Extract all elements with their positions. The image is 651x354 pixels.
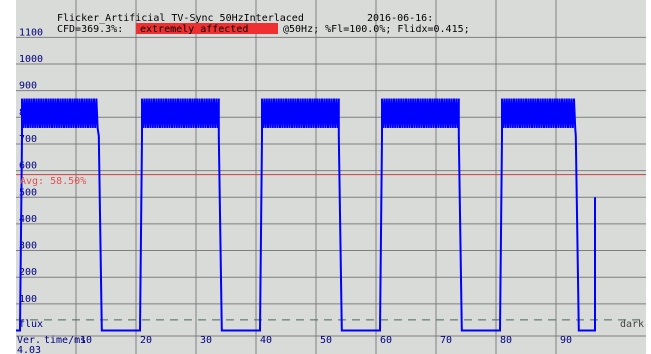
y-tick-label: 1000 <box>19 54 43 65</box>
y-tick-label: 1100 <box>19 27 43 38</box>
x-tick-label: 50 <box>320 335 332 346</box>
cfd-value: CFD=369.3%: <box>57 24 123 35</box>
flicker-signal-line <box>16 98 596 332</box>
x-tick-label: 20 <box>140 335 152 346</box>
x-tick-label: 90 <box>560 335 572 346</box>
plot-background <box>16 0 646 354</box>
flux-label: flux <box>19 319 43 330</box>
x-tick-label: 30 <box>200 335 212 346</box>
y-tick-label: 900 <box>19 81 37 92</box>
x-tick-label: 10 <box>80 335 92 346</box>
chart-date: 2016-06-16: <box>367 13 433 24</box>
version-label: Ver. <box>17 335 41 346</box>
severity-label: extremely affected <box>140 24 248 35</box>
severity-badge <box>136 23 278 34</box>
y-tick-label: 100 <box>19 294 37 305</box>
y-tick-label: 500 <box>19 187 37 198</box>
x-tick-label: 40 <box>260 335 272 346</box>
average-label: Avg: 58.50% <box>20 176 86 187</box>
y-tick-label: 700 <box>19 134 37 145</box>
x-axis-label: time/ms <box>44 335 86 346</box>
x-tick-label: 80 <box>500 335 512 346</box>
y-tick-label: 400 <box>19 214 37 225</box>
chart-title: Flicker_Artificial_TV-Sync_50HzInterlace… <box>57 13 304 24</box>
x-tick-label: 60 <box>380 335 392 346</box>
x-tick-labels: 10 20 30 40 50 60 70 80 90 <box>80 335 572 346</box>
dark-label: dark <box>620 319 644 330</box>
y-tick-label: 200 <box>19 267 37 278</box>
cfd-details: @50Hz; %Fl=100.0%; Flidx=0.415; <box>283 24 470 35</box>
x-tick-label: 70 <box>440 335 452 346</box>
version-number: 4.03 <box>17 345 41 354</box>
y-tick-label: 300 <box>19 241 37 252</box>
y-tick-label: 600 <box>19 161 37 172</box>
